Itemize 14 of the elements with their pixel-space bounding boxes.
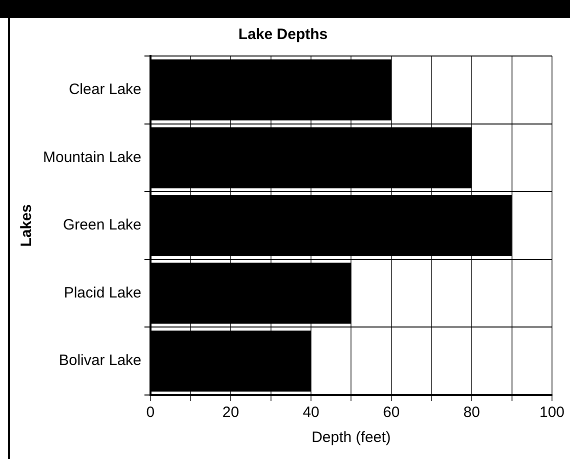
x-tick-label: 80 [463, 404, 480, 422]
x-tick-label: 0 [146, 404, 155, 422]
y-axis-title: Lakes [18, 204, 36, 247]
y-tick-label: Placid Lake [64, 284, 142, 302]
y-tick-label: Clear Lake [68, 81, 142, 98]
y-tick-label: Mountain Lake [42, 148, 142, 166]
y-tick-label: Green Lake [63, 216, 142, 234]
x-tick-label: 20 [222, 404, 240, 422]
y-tick-label: Bolivar Lake [58, 352, 142, 370]
x-axis-title: Depth (feet) [312, 429, 391, 446]
chart-title: Lake Depths [238, 26, 328, 44]
x-tick-label: 40 [302, 404, 320, 422]
x-tick-label: 100 [539, 404, 565, 422]
x-tick-label: 60 [383, 404, 400, 422]
